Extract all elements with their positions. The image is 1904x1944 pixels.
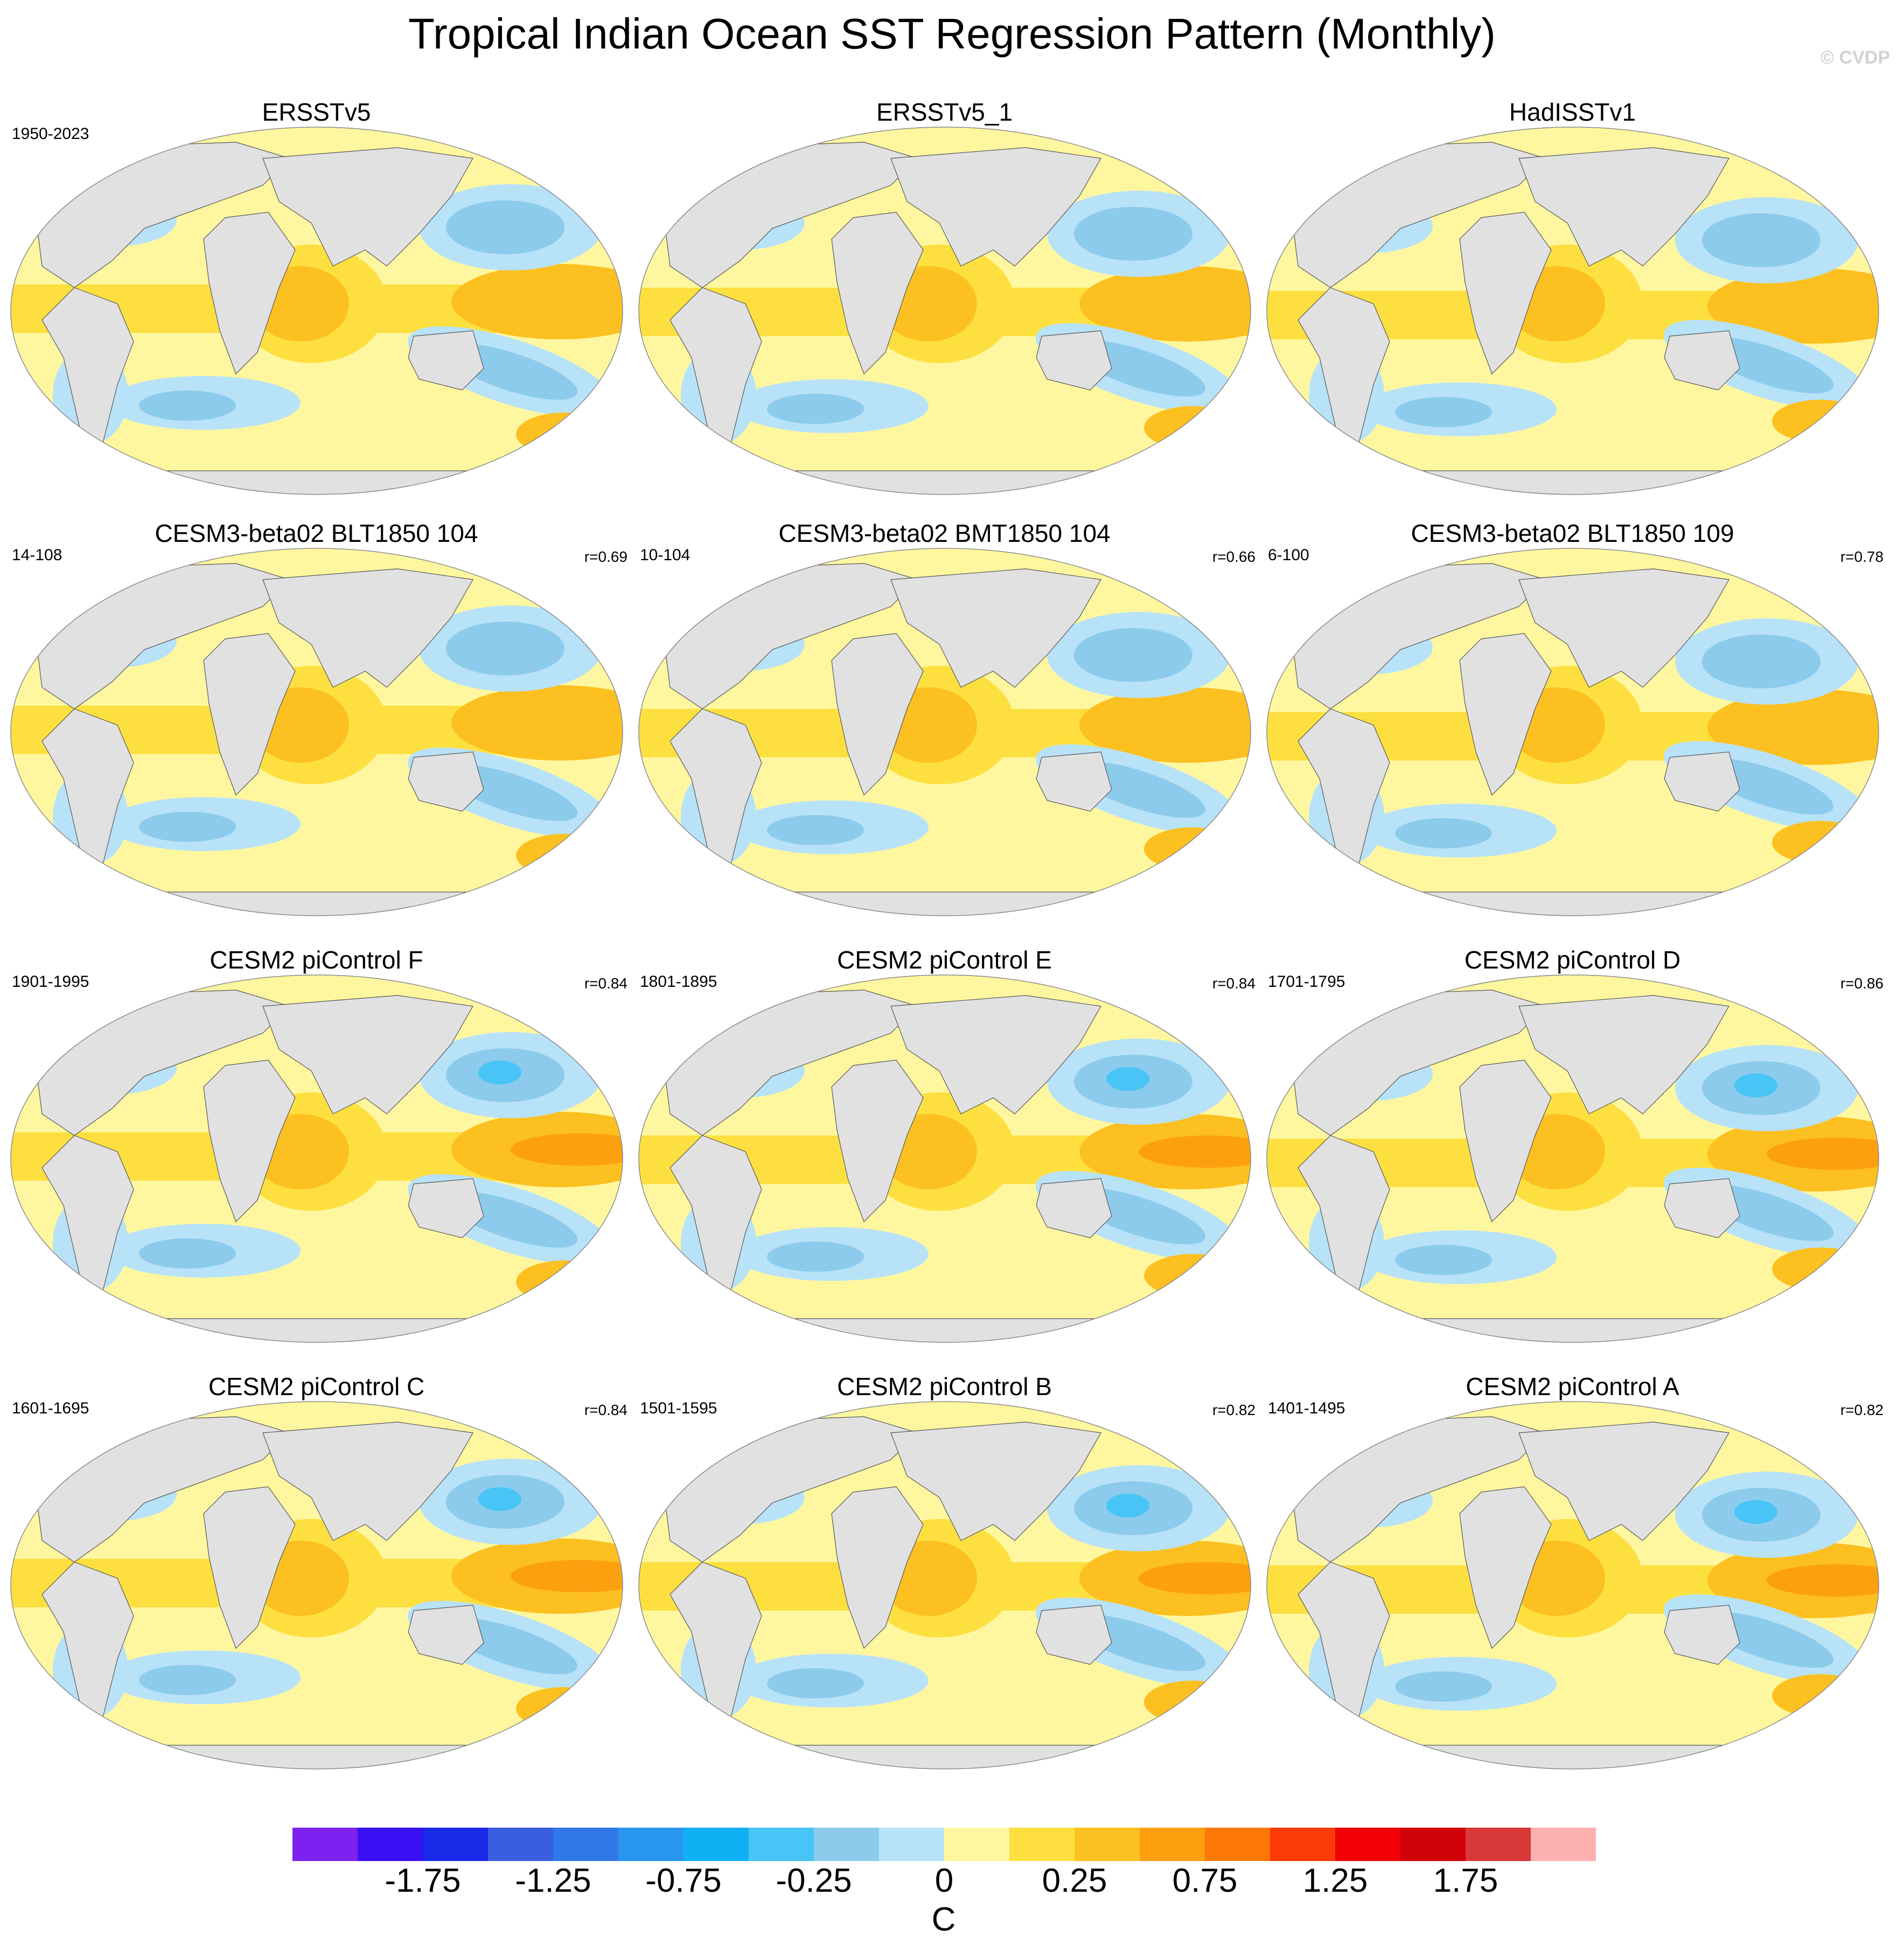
panel-title: CESM2 piControl E — [837, 946, 1052, 974]
colorbar-swatch — [423, 1828, 489, 1861]
panel-title: CESM2 piControl D — [1464, 946, 1681, 974]
panel-title: CESM3-beta02 BLT1850 104 — [155, 519, 478, 547]
colorbar-tick-label: 0 — [934, 1862, 954, 1899]
panel-correlation: r=0.82 — [1212, 1402, 1256, 1418]
colorbar-tick-label: -0.25 — [776, 1862, 852, 1899]
cvdp-watermark: © CVDP — [1821, 47, 1890, 68]
panel-years: 14-108 — [12, 546, 62, 564]
colorbar-swatch — [1075, 1828, 1140, 1861]
panel-correlation: r=0.66 — [1212, 548, 1256, 565]
panel-correlation: r=0.84 — [1212, 975, 1256, 992]
panel-title: CESM3-beta02 BMT1850 104 — [778, 519, 1111, 547]
panel-years: 1501-1595 — [640, 1399, 717, 1417]
map-panel: CESM2 piControl E 1801-1895 r=0.84 — [630, 944, 1259, 1369]
robinson-map — [10, 126, 624, 498]
colorbar-swatch — [684, 1828, 749, 1861]
colorbar-swatch — [814, 1828, 880, 1861]
panel-years: 6-100 — [1268, 546, 1309, 564]
colorbar-swatch — [1466, 1828, 1531, 1861]
map-panel: CESM2 piControl A 1401-1495 r=0.82 — [1258, 1370, 1887, 1796]
robinson-map — [1266, 126, 1880, 498]
map-panel: ERSSTv5 1950-2023 — [2, 96, 631, 521]
robinson-map — [1266, 547, 1880, 919]
colorbar — [292, 1828, 1596, 1861]
colorbar-tick-label: 1.75 — [1433, 1862, 1498, 1899]
colorbar-tick-label: 0.25 — [1042, 1862, 1107, 1899]
robinson-map — [638, 126, 1252, 498]
colorbar-swatch — [879, 1828, 945, 1861]
colorbar-swatch — [1205, 1828, 1271, 1861]
panel-years: 1601-1695 — [12, 1399, 89, 1417]
robinson-map — [1266, 974, 1880, 1346]
colorbar-swatch — [1270, 1828, 1336, 1861]
panel-years: 1701-1795 — [1268, 973, 1345, 991]
panel-correlation: r=0.82 — [1840, 1402, 1884, 1418]
colorbar-swatch — [292, 1828, 358, 1861]
robinson-map — [638, 974, 1252, 1346]
colorbar-swatch — [749, 1828, 814, 1861]
map-panel: CESM3-beta02 BMT1850 104 10-104 r=0.66 — [630, 517, 1259, 943]
panel-title: CESM2 piControl B — [837, 1372, 1052, 1400]
map-panel: CESM2 piControl C 1601-1695 r=0.84 — [2, 1370, 631, 1796]
colorbar-swatch — [1400, 1828, 1466, 1861]
colorbar-tick-label: 1.25 — [1302, 1862, 1368, 1899]
robinson-map — [638, 1400, 1252, 1773]
map-panel: CESM2 piControl D 1701-1795 r=0.86 — [1258, 944, 1887, 1369]
colorbar-swatch — [358, 1828, 423, 1861]
panel-correlation: r=0.84 — [584, 975, 627, 992]
colorbar-tick-label: 0.75 — [1172, 1862, 1238, 1899]
colorbar-swatch — [944, 1828, 1010, 1861]
panel-title: ERSSTv5_1 — [876, 98, 1013, 126]
figure-title: Tropical Indian Ocean SST Regression Pat… — [408, 10, 1496, 58]
map-panel: ERSSTv5_1 — [630, 96, 1259, 521]
panel-correlation: r=0.69 — [584, 548, 627, 565]
robinson-map — [10, 974, 624, 1346]
colorbar-swatch — [618, 1828, 684, 1861]
robinson-map — [10, 1400, 624, 1773]
panel-title: CESM3-beta02 BLT1850 109 — [1411, 519, 1734, 547]
map-panel: CESM2 piControl B 1501-1595 r=0.82 — [630, 1370, 1259, 1796]
colorbar-swatch — [488, 1828, 554, 1861]
panel-title: HadISSTv1 — [1509, 98, 1636, 126]
colorbar-units: C — [931, 1901, 956, 1938]
robinson-map — [10, 547, 624, 919]
panel-title: CESM2 piControl A — [1466, 1372, 1679, 1400]
panel-years: 1950-2023 — [12, 125, 89, 143]
panel-title: ERSSTv5 — [262, 98, 371, 126]
map-panel: CESM2 piControl F 1901-1995 r=0.84 — [2, 944, 631, 1369]
colorbar-swatch — [1531, 1828, 1596, 1861]
panel-years: 1901-1995 — [12, 973, 89, 991]
colorbar-swatch — [553, 1828, 619, 1861]
colorbar-tick-label: -0.75 — [645, 1862, 722, 1899]
map-panel: CESM3-beta02 BLT1850 104 14-108 r=0.69 — [2, 517, 631, 943]
panel-years: 10-104 — [640, 546, 691, 564]
robinson-map — [638, 547, 1252, 919]
colorbar-tick-label: -1.25 — [515, 1862, 591, 1899]
panel-title: CESM2 piControl F — [210, 946, 423, 974]
panel-correlation: r=0.78 — [1840, 548, 1884, 565]
panel-correlation: r=0.86 — [1840, 975, 1884, 992]
panel-years: 1401-1495 — [1268, 1399, 1345, 1417]
panel-correlation: r=0.84 — [584, 1402, 627, 1418]
colorbar-tick-label: -1.75 — [385, 1862, 461, 1899]
panel-years: 1801-1895 — [640, 973, 717, 991]
map-panel: CESM3-beta02 BLT1850 109 6-100 r=0.78 — [1258, 517, 1887, 943]
colorbar-swatch — [1335, 1828, 1401, 1861]
robinson-map — [1266, 1400, 1880, 1773]
colorbar-swatch — [1009, 1828, 1075, 1861]
colorbar-swatch — [1140, 1828, 1205, 1861]
map-panel: HadISSTv1 — [1258, 96, 1887, 521]
panel-title: CESM2 piControl C — [208, 1372, 425, 1400]
